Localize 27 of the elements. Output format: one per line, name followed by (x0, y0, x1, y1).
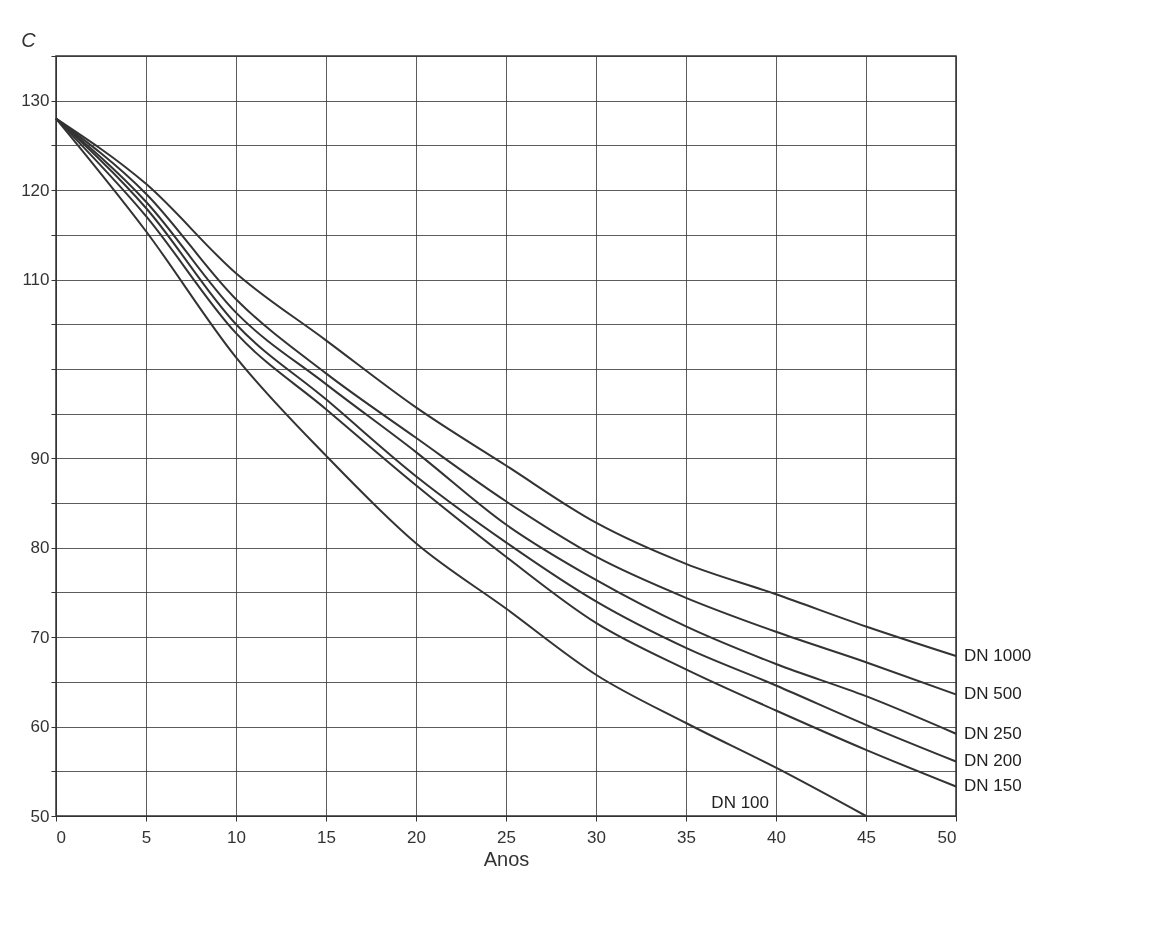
x-tick-label: 35 (677, 827, 696, 847)
x-tick-label: 45 (857, 827, 876, 847)
series-label: DN 200 (964, 751, 1022, 771)
series-label: DN 250 (964, 723, 1022, 743)
x-tick-label: 10 (227, 827, 246, 847)
x-tick-label: 40 (767, 827, 786, 847)
y-tick-label: 120 (21, 180, 50, 200)
x-tick-label: 25 (497, 827, 516, 847)
y-tick-label: 90 (30, 448, 50, 468)
y-tick-label: 80 (30, 538, 50, 558)
series-label: DN 1000 (964, 645, 1032, 665)
series-label: DN 150 (964, 776, 1022, 796)
y-axis-title: C (21, 28, 37, 51)
x-tick-label: 30 (587, 827, 606, 847)
y-tick-label: 70 (30, 627, 50, 647)
y-tick-label: 50 (30, 806, 50, 826)
x-tick-label: 5 (141, 827, 152, 847)
x-tick-label: 15 (317, 827, 336, 847)
y-tick-label: 60 (30, 717, 50, 737)
x-tick-label: 20 (407, 827, 426, 847)
series-label: DN 100 (711, 793, 769, 812)
x-tick-label: 50 (937, 827, 957, 847)
x-axis-title: Anos (483, 847, 530, 870)
series-label: DN 500 (964, 684, 1022, 704)
y-tick-label: 110 (22, 270, 50, 290)
x-tick-label: 0 (56, 827, 66, 847)
y-tick-label: 130 (21, 91, 50, 111)
